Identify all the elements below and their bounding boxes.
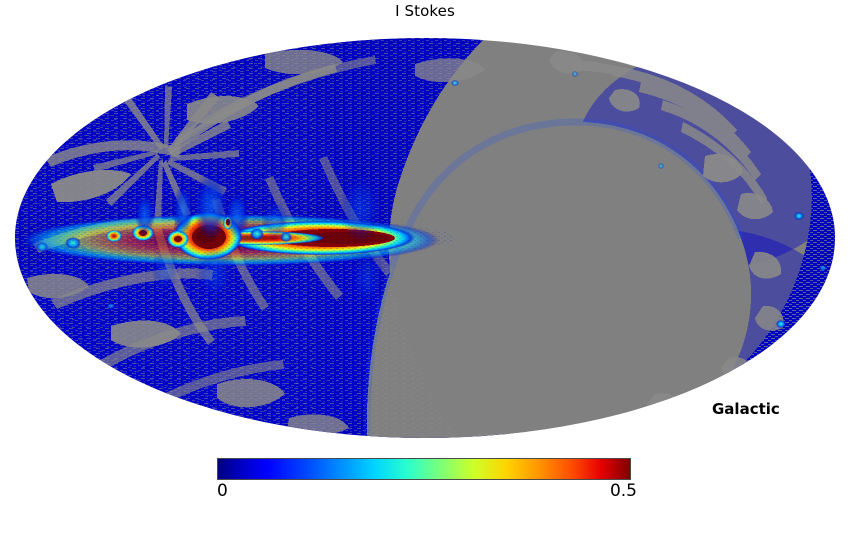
scan-glow-features <box>135 172 385 308</box>
page-title: I Stokes <box>395 2 455 20</box>
colorbar-min-tick-label: 0 <box>217 481 228 501</box>
coordinate-system-label: Galactic <box>712 400 780 418</box>
mollweide-sky-map <box>15 38 835 438</box>
colorbar-max-tick-label: 0.5 <box>609 481 637 501</box>
masked-unobserved-region <box>366 121 752 438</box>
colorbar-gradient <box>217 458 631 480</box>
colorbar: 0 0.5 <box>217 458 637 506</box>
